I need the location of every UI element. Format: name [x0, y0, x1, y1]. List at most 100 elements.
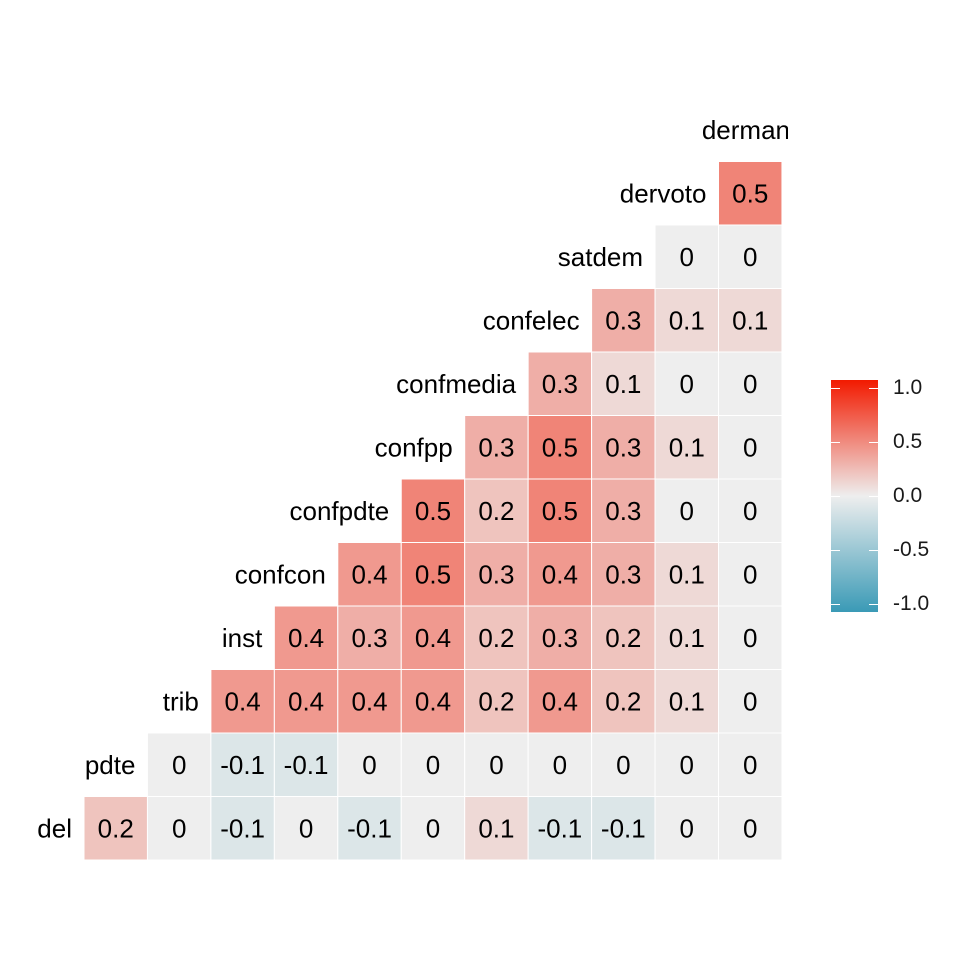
heatmap-cell-inst-confmedia [464, 605, 529, 670]
cell-value-label: 0.1 [669, 305, 705, 335]
heatmap-cell-trib-derman [718, 669, 783, 734]
heatmap-cell-confpp-confelec [527, 415, 593, 480]
heatmap-cell-satdem-dervoto [654, 224, 719, 289]
cell-value-label: 0.5 [732, 178, 768, 208]
heatmap-cell-inst-satdem [591, 605, 656, 670]
heatmap-cell-pdte-dervoto [654, 732, 719, 797]
cell-value-label: 0 [426, 813, 440, 843]
cell-value-label: 0 [172, 750, 186, 780]
heatmap-cell-del-confmedia [464, 796, 529, 861]
variable-label-dervoto: dervoto [620, 178, 707, 208]
cell-value-label: 0 [743, 496, 757, 526]
heatmap-cell-trib-dervoto [654, 669, 719, 734]
variable-label-confpp: confpp [375, 432, 453, 462]
heatmap-cell-confmedia-confelec [527, 351, 593, 416]
heatmap-cell-pdte-satdem [591, 732, 656, 797]
heatmap-cell-confpdte-confelec [527, 478, 593, 543]
cell-value-label: 0 [299, 813, 313, 843]
legend-tick-label: 0.0 [893, 484, 923, 507]
heatmap-cell-inst-derman [718, 605, 783, 670]
cell-value-label: 0.4 [351, 559, 387, 589]
heatmap-cell-satdem-derman [718, 224, 783, 289]
cell-value-label: 0.5 [542, 432, 578, 462]
variable-label-satdem: satdem [558, 242, 643, 272]
cell-value-label: 0 [489, 750, 503, 780]
cell-value-label: 0 [553, 750, 567, 780]
cell-value-label: 0.2 [478, 623, 514, 653]
variable-label-inst: inst [222, 623, 263, 653]
cell-value-label: 0.1 [669, 623, 705, 653]
variable-label-del: del [37, 813, 72, 843]
heatmap-cell-trib-confpp [400, 669, 466, 734]
cell-value-label: 0.1 [669, 686, 705, 716]
heatmap-cell-confcon-derman [718, 542, 783, 607]
heatmap-cell-pdte-confelec [527, 732, 593, 797]
heatmap-cell-del-derman [718, 796, 783, 861]
cell-value-label: 0.4 [351, 686, 387, 716]
cell-value-label: 0.3 [605, 559, 641, 589]
cell-value-label: 0.2 [98, 813, 134, 843]
legend-tick-label: 1.0 [893, 376, 923, 399]
color-legend: 1.0 0.5 0.0 -0.5 -1.0 [831, 376, 960, 620]
cell-value-label: 0.4 [288, 686, 324, 716]
legend-tick-mark [831, 550, 840, 551]
legend-tick-mark [831, 442, 840, 443]
cell-value-label: 0 [743, 559, 757, 589]
legend-tick-label: 0.5 [893, 430, 923, 453]
legend-tick-label: -0.5 [893, 538, 930, 561]
heatmap-cell-del-confelec [527, 796, 593, 861]
cell-value-label: 0 [743, 369, 757, 399]
heatmap-cell-trib-inst [210, 669, 275, 734]
variable-label-confcon: confcon [235, 559, 326, 589]
heatmap-cell-confmedia-derman [718, 351, 783, 416]
cell-value-label: 0 [680, 750, 694, 780]
cell-value-label: 0.3 [605, 305, 641, 335]
heatmap-cell-del-satdem [591, 796, 656, 861]
heatmap-cell-confpp-satdem [591, 415, 656, 480]
variable-label-pdte: pdte [85, 750, 136, 780]
cell-value-label: 0 [743, 623, 757, 653]
cell-value-label: 0 [680, 242, 694, 272]
legend-tick-mark [831, 388, 840, 389]
cell-value-label: 0 [680, 369, 694, 399]
cell-value-label: 0.5 [542, 496, 578, 526]
heatmap-cell-confelec-satdem [591, 288, 656, 353]
cell-value-label: 0.4 [415, 623, 451, 653]
cell-value-label: 0 [172, 813, 186, 843]
heatmap-cell-del-confpdte [337, 796, 402, 861]
cell-value-label: 0.3 [478, 432, 514, 462]
heatmap-cell-del-confpp [400, 796, 466, 861]
heatmap-cell-confpp-dervoto [654, 415, 719, 480]
cell-value-label: 0.5 [415, 559, 451, 589]
heatmap-cell-del-pdte [83, 796, 148, 861]
cell-value-label: 0.3 [542, 369, 578, 399]
cell-value-label: 0.2 [605, 686, 641, 716]
legend-tick-mark [869, 388, 878, 389]
cell-value-label: 0.4 [415, 686, 451, 716]
heatmap-cell-inst-confelec [527, 605, 593, 670]
heatmap-cell-confmedia-dervoto [654, 351, 719, 416]
heatmap-cell-del-dervoto [654, 796, 719, 861]
cell-value-label: -0.1 [601, 813, 646, 843]
heatmap-cell-pdte-confpp [400, 732, 466, 797]
cell-value-label: 0.5 [415, 496, 451, 526]
heatmap-cell-confcon-confmedia [464, 542, 529, 607]
heatmap-cell-labels: 0.2 0 -0.1 0 -0.1 0 0.1 -0.1 -0.1 0 0 0 -0.1 -0.1 0 0 0 0… [98, 178, 769, 843]
legend-tick-mark [869, 550, 878, 551]
cell-value-label: 0.1 [669, 432, 705, 462]
cell-value-label: 0 [743, 242, 757, 272]
heatmap-cell-pdte-trib [146, 732, 212, 797]
legend-tick-label: -1.0 [893, 592, 930, 615]
heatmap-cell-confelec-dervoto [654, 288, 719, 353]
cell-value-label: 0.2 [605, 623, 641, 653]
cell-value-label: 0.2 [478, 686, 514, 716]
cell-value-label: 0.3 [605, 496, 641, 526]
legend-tick-mark [869, 604, 878, 605]
heatmap-cells [83, 161, 783, 861]
cell-value-label: 0.1 [478, 813, 514, 843]
variable-label-trib: trib [163, 686, 199, 716]
heatmap-cell-trib-confcon [273, 669, 339, 734]
heatmap-cell-confcon-confpdte [337, 542, 402, 607]
heatmap-cell-del-confcon [273, 796, 339, 861]
